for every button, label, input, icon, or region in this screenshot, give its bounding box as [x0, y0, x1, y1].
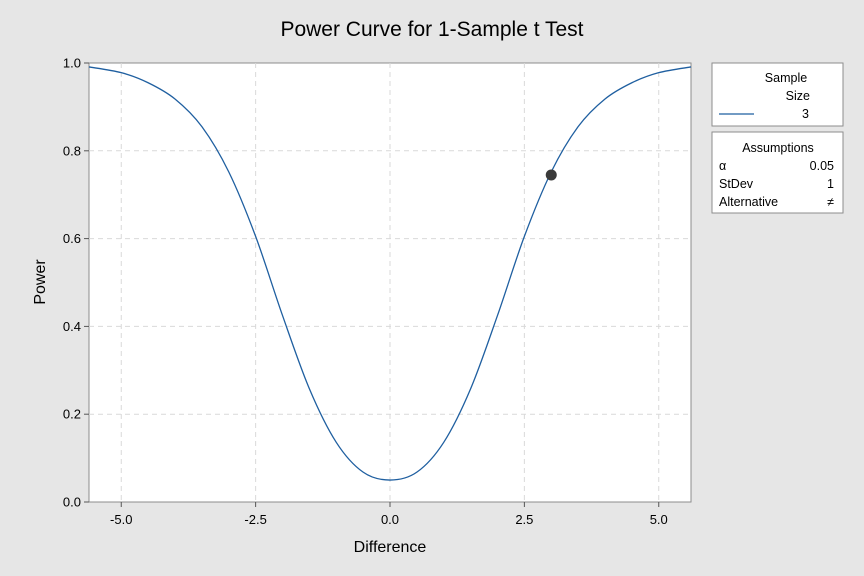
grid-lines	[89, 63, 691, 502]
highlight-point	[545, 169, 557, 181]
x-tick-label: -5.0	[110, 512, 132, 527]
y-axis-label: Power	[32, 259, 49, 305]
y-tick-label: 0.4	[63, 319, 81, 334]
series-layer	[88, 66, 692, 481]
x-axis-ticks: -5.0 -2.5 0.0 2.5 5.0	[110, 502, 668, 527]
legend-box	[711, 62, 844, 127]
y-tick-label: 0.0	[63, 495, 81, 510]
assumption-label-alpha: α	[719, 159, 726, 173]
chart-title: Power Curve for 1-Sample t Test	[280, 18, 583, 41]
assumption-value-alternative: ≠	[827, 195, 834, 209]
y-tick-label: 1.0	[63, 56, 81, 71]
x-tick-label: 5.0	[650, 512, 668, 527]
x-tick-label: -2.5	[244, 512, 266, 527]
assumption-label-alternative: Alternative	[719, 195, 778, 209]
y-tick-label: 0.6	[63, 231, 81, 246]
legend-header-line1: Sample	[765, 71, 807, 85]
assumption-label-stdev: StDev	[719, 177, 754, 191]
y-axis-ticks: 0.0 0.2 0.4 0.6 0.8 1.0	[63, 56, 89, 510]
assumptions-box: Assumptions α 0.05 StDev 1 Alternative ≠	[711, 131, 844, 214]
y-tick-label: 0.8	[63, 143, 81, 158]
legend-header-line2: Size	[786, 89, 810, 103]
y-tick-label: 0.2	[63, 407, 81, 422]
assumption-value-stdev: 1	[827, 177, 834, 191]
x-axis-label: Difference	[354, 539, 427, 556]
legend-entry-label: 3	[802, 107, 809, 121]
x-tick-label: 0.0	[381, 512, 399, 527]
assumptions-frame	[711, 131, 844, 214]
power-curve-line	[88, 66, 692, 481]
x-tick-label: 2.5	[515, 512, 533, 527]
assumption-value-alpha: 0.05	[810, 159, 834, 173]
assumptions-title: Assumptions	[742, 141, 814, 155]
legend-sample-size: Sample Size 3	[711, 62, 844, 127]
